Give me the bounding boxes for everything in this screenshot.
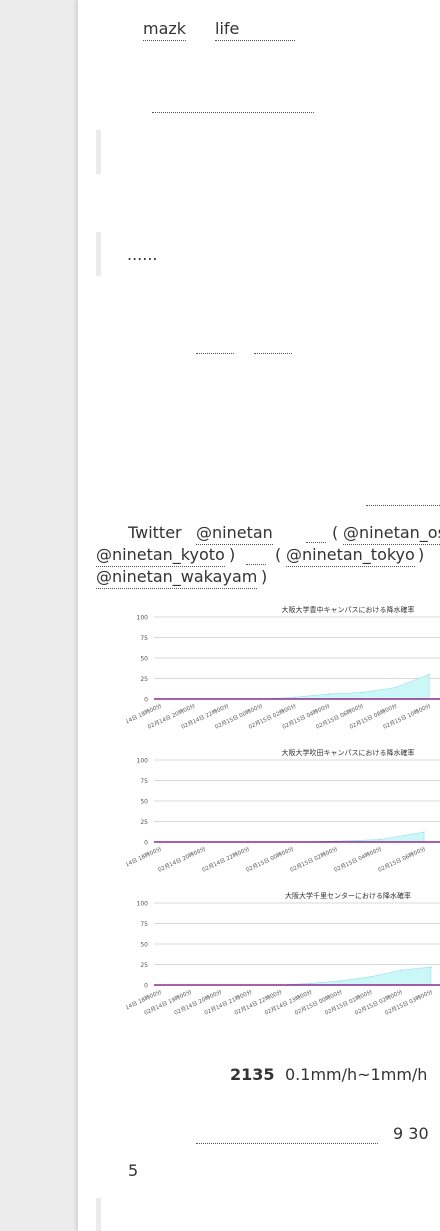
y-tick-label: 75	[140, 778, 148, 785]
y-tick-label: 75	[140, 635, 148, 642]
precip-area	[160, 966, 432, 986]
x-tick-label: 02月15日 04時00分	[333, 844, 384, 873]
dotted-link[interactable]	[366, 505, 440, 506]
data-point	[339, 980, 342, 982]
twitter-account-link[interactable]: @ninetan_wakayam	[96, 566, 258, 589]
data-point	[423, 831, 425, 833]
x-tick-label: 02月15日 02時00分	[353, 987, 404, 1016]
x-tick-label: 02月14日 20時00分	[157, 844, 208, 873]
data-point	[379, 838, 381, 841]
chart-title: 大阪大学吹田キャンパスにおける降水確率	[282, 748, 415, 757]
data-point	[309, 982, 312, 985]
y-tick-label: 100	[137, 758, 149, 765]
x-tick-label: 02月15日 06時00分	[377, 844, 428, 873]
y-tick-label: 50	[140, 942, 148, 949]
y-tick-label: 100	[137, 901, 149, 908]
data-point	[400, 969, 402, 972]
x-tick-label: 02月15日 00時00分	[293, 987, 344, 1016]
x-tick-label: 02月15日 03時00分	[384, 987, 435, 1016]
date-text: 9 30	[393, 1124, 429, 1143]
x-tick-label: 02月15日 02時00分	[289, 844, 340, 873]
y-tick-label: 75	[140, 921, 148, 928]
blockquote-bar	[96, 232, 101, 276]
y-tick-label: 0	[144, 697, 148, 704]
dotted-link[interactable]	[196, 353, 234, 354]
chart-title: 大阪大学千里センターにおける降水確率	[285, 891, 411, 900]
blockquote-text: ......	[127, 245, 158, 264]
data-point	[293, 696, 296, 699]
blockquote-bar	[96, 130, 101, 174]
twitter-account-link[interactable]: @ninetan_tokyo	[286, 544, 415, 567]
stat-range: 0.1mm/h~1mm/h	[285, 1065, 428, 1084]
twitter-lead: Twitter	[128, 523, 182, 542]
blockquote-bar	[96, 1198, 101, 1231]
dotted-link[interactable]	[152, 112, 314, 113]
data-point	[327, 693, 330, 695]
y-tick-label: 25	[140, 962, 148, 969]
dotted-link[interactable]	[306, 542, 326, 543]
twitter-account-link[interactable]: @ninetan_kyoto	[96, 544, 225, 567]
y-tick-label: 25	[140, 819, 148, 826]
x-tick-label: 02月14日 23時00分	[263, 987, 314, 1016]
y-tick-label: 0	[144, 983, 148, 990]
dotted-link[interactable]	[196, 1143, 378, 1144]
dotted-link[interactable]	[254, 353, 292, 354]
y-tick-label: 50	[140, 656, 148, 663]
y-tick-label: 0	[144, 840, 148, 847]
x-tick-label: 02月14日 22時00分	[233, 987, 284, 1016]
twitter-account-link[interactable]: @ninetan	[196, 522, 273, 545]
data-point	[430, 966, 432, 968]
x-tick-label: 02月15日 00時00分	[245, 844, 296, 873]
x-tick-label: 02月14日 19時00分	[143, 987, 194, 1016]
data-point	[369, 976, 372, 978]
stat-number: 2135	[230, 1065, 275, 1084]
y-tick-label: 100	[137, 615, 149, 622]
dotted-link[interactable]	[246, 564, 266, 565]
x-tick-label: 02月14日 20時00分	[173, 987, 224, 1016]
y-tick-label: 25	[140, 676, 148, 683]
x-tick-label: 02月15日 01時00分	[323, 987, 374, 1016]
data-point	[428, 673, 430, 676]
y-tick-label: 50	[140, 799, 148, 806]
article-page: mazk life ...... Twitter @ninetan ( @nin…	[78, 0, 440, 1231]
precip-area	[160, 831, 425, 843]
data-point	[361, 691, 363, 694]
link-life[interactable]: life	[215, 18, 296, 41]
x-tick-label: 02月14日 22時00分	[201, 844, 252, 873]
data-point	[394, 686, 397, 689]
twitter-account-link[interactable]: @ninetan_os	[343, 522, 440, 545]
link-mazk[interactable]: mazk	[143, 18, 187, 41]
count-text: 5	[128, 1161, 139, 1180]
x-tick-label: 02月14日 21時00分	[203, 987, 254, 1016]
chart-title: 大阪大学豊中キャンパスにおける降水確率	[282, 605, 415, 614]
precip-area	[160, 673, 430, 700]
